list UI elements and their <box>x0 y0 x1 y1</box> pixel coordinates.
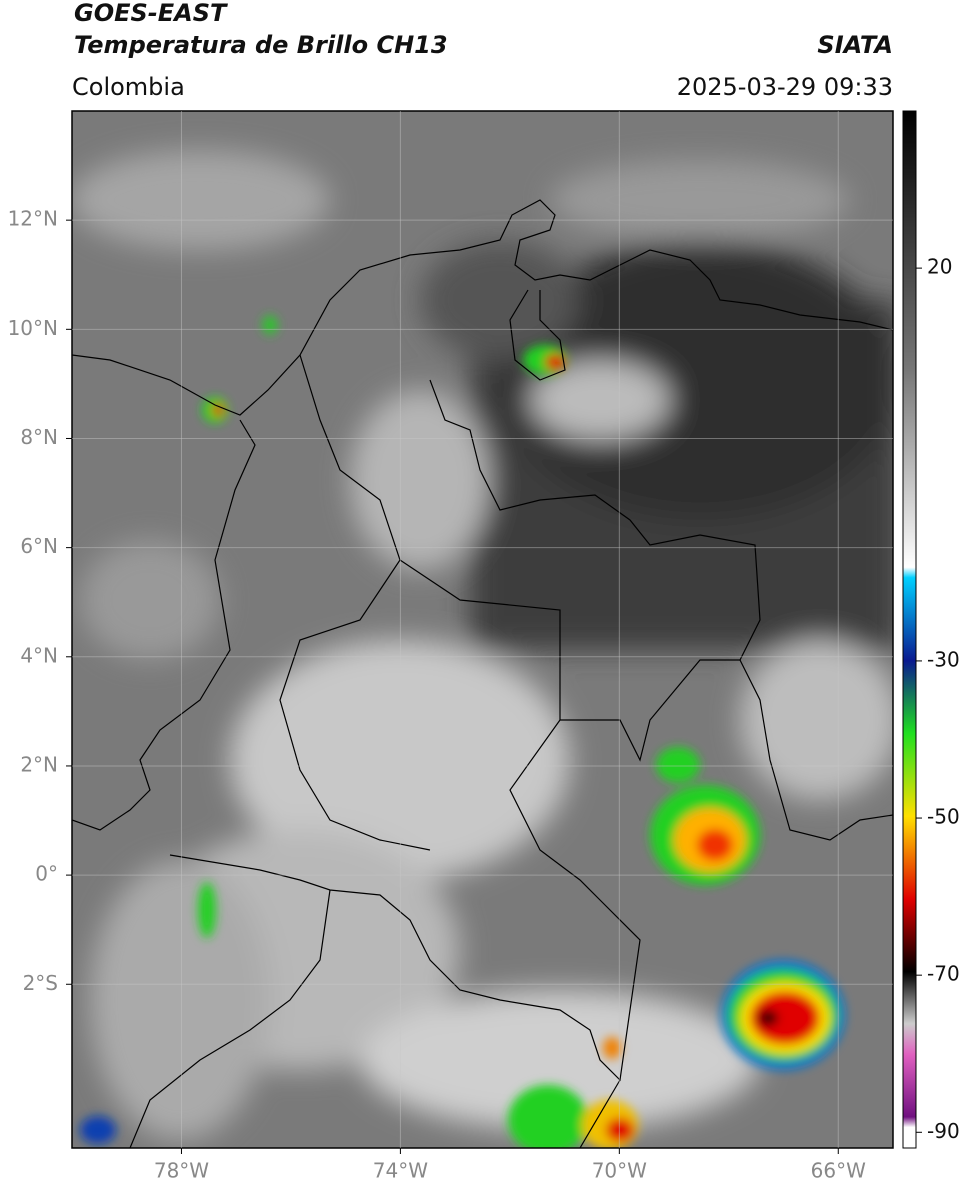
datetime-label: 2025-03-29 09:33 <box>677 73 893 101</box>
x-tick-label: 74°W <box>373 1159 428 1183</box>
colorbar-tick-label: -90 <box>927 1119 960 1143</box>
product-title: Temperatura de Brillo CH13 <box>74 31 448 59</box>
y-tick-label: 2°S <box>23 971 58 995</box>
satellite-image <box>72 111 893 1148</box>
colorbar <box>902 110 917 1149</box>
colorbar-tick-label: 20 <box>927 255 952 279</box>
colorbar-tick-label: -30 <box>927 647 960 671</box>
y-tick-label: 12°N <box>8 207 58 231</box>
x-tick-label: 78°W <box>154 1159 209 1183</box>
y-tick-label: 0° <box>35 862 58 886</box>
y-tick-label: 10°N <box>8 316 58 340</box>
x-tick-label: 70°W <box>592 1159 647 1183</box>
country-borders <box>72 199 893 1148</box>
colorbar-tick-label: -50 <box>927 805 960 829</box>
colorbar-tick-label: -70 <box>927 962 960 986</box>
y-tick-label: 6°N <box>20 534 58 558</box>
convective-cells <box>80 315 845 1148</box>
satellite-title: GOES-EAST <box>74 0 228 27</box>
region-label: Colombia <box>72 73 185 101</box>
source-label: SIATA <box>817 31 893 59</box>
cloud-field <box>72 150 893 1140</box>
map-frame <box>71 110 894 1149</box>
x-tick-label: 66°W <box>811 1159 866 1183</box>
y-tick-label: 8°N <box>20 425 58 449</box>
y-tick-label: 2°N <box>20 752 58 776</box>
y-tick-label: 4°N <box>20 643 58 667</box>
